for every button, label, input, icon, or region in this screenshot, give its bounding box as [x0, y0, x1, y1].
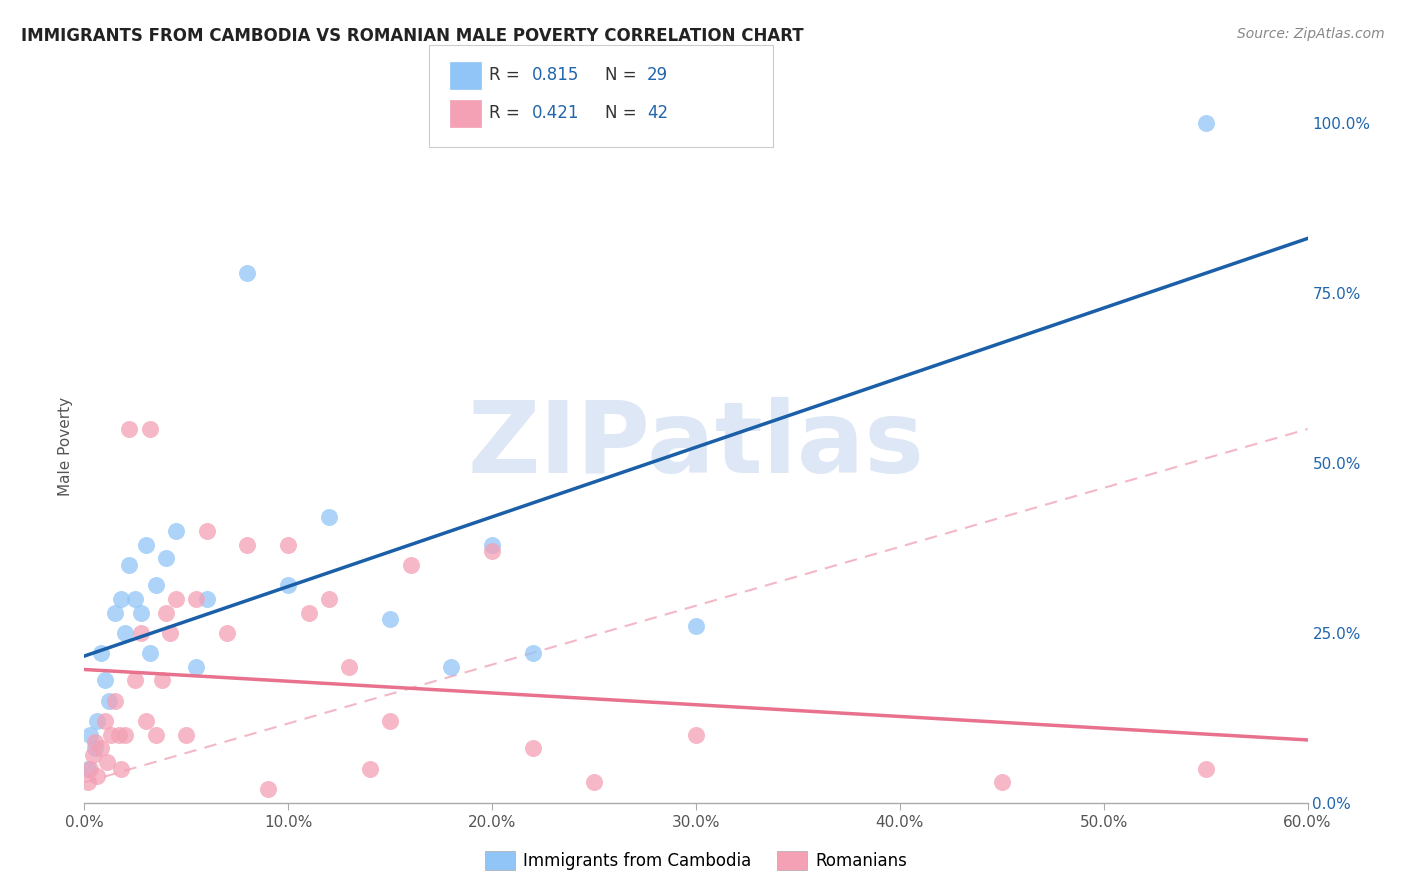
Point [150, 673, 173, 688]
Point [685, 619, 707, 633]
Point [186, 591, 208, 606]
Point [90, 741, 112, 756]
Point [217, 626, 239, 640]
Text: R =: R = [489, 66, 526, 84]
Point [380, 714, 402, 729]
Point [1195, 116, 1218, 130]
Point [481, 544, 503, 558]
Text: N =: N = [605, 104, 641, 122]
Point [118, 422, 141, 436]
Point [118, 558, 141, 572]
Point [124, 673, 146, 688]
Point [100, 728, 122, 742]
Point [298, 606, 321, 620]
Point [138, 422, 160, 436]
Point [131, 606, 153, 620]
Text: N =: N = [605, 66, 641, 84]
Point [83, 741, 105, 756]
Point [440, 660, 463, 674]
Point [522, 741, 544, 756]
Point [110, 591, 132, 606]
Text: ZIPatlas: ZIPatlas [468, 398, 924, 494]
Point [165, 524, 187, 538]
Text: Source: ZipAtlas.com: Source: ZipAtlas.com [1237, 27, 1385, 41]
Point [104, 606, 127, 620]
Y-axis label: Male Poverty: Male Poverty [58, 396, 73, 496]
Point [186, 660, 208, 674]
Point [1195, 762, 1218, 776]
Point [110, 762, 132, 776]
Point [83, 734, 105, 748]
Legend: Immigrants from Cambodia, Romanians: Immigrants from Cambodia, Romanians [478, 844, 914, 877]
Point [236, 537, 259, 551]
Point [380, 612, 402, 626]
Point [159, 626, 181, 640]
Text: 29: 29 [647, 66, 668, 84]
Point [145, 728, 167, 742]
Point [79, 728, 101, 742]
Point [145, 578, 167, 592]
Point [155, 551, 177, 566]
Point [86, 769, 108, 783]
Point [991, 775, 1014, 789]
Point [318, 510, 340, 524]
Point [277, 537, 299, 551]
Point [277, 578, 299, 592]
Point [138, 646, 160, 660]
Point [583, 775, 606, 789]
Point [131, 626, 153, 640]
Point [82, 748, 104, 763]
Point [114, 728, 136, 742]
Point [165, 591, 187, 606]
Point [97, 694, 120, 708]
Text: IMMIGRANTS FROM CAMBODIA VS ROMANIAN MALE POVERTY CORRELATION CHART: IMMIGRANTS FROM CAMBODIA VS ROMANIAN MAL… [21, 27, 804, 45]
Point [236, 266, 259, 280]
Point [86, 714, 108, 729]
Point [481, 537, 503, 551]
Point [522, 646, 544, 660]
Point [77, 762, 100, 776]
Point [685, 728, 707, 742]
Point [79, 762, 101, 776]
Point [155, 606, 177, 620]
Point [195, 524, 218, 538]
Point [339, 660, 361, 674]
Point [195, 591, 218, 606]
Point [135, 537, 157, 551]
Point [90, 646, 112, 660]
Point [257, 782, 280, 797]
Point [104, 694, 127, 708]
Text: R =: R = [489, 104, 526, 122]
Point [77, 775, 100, 789]
Point [359, 762, 381, 776]
Text: 0.421: 0.421 [531, 104, 579, 122]
Point [318, 591, 340, 606]
Point [108, 728, 131, 742]
Point [124, 591, 146, 606]
Point [399, 558, 422, 572]
Point [114, 626, 136, 640]
Point [93, 673, 117, 688]
Point [135, 714, 157, 729]
Point [93, 714, 117, 729]
Text: 42: 42 [647, 104, 668, 122]
Text: 0.815: 0.815 [531, 66, 579, 84]
Point [174, 728, 197, 742]
Point [96, 755, 118, 769]
